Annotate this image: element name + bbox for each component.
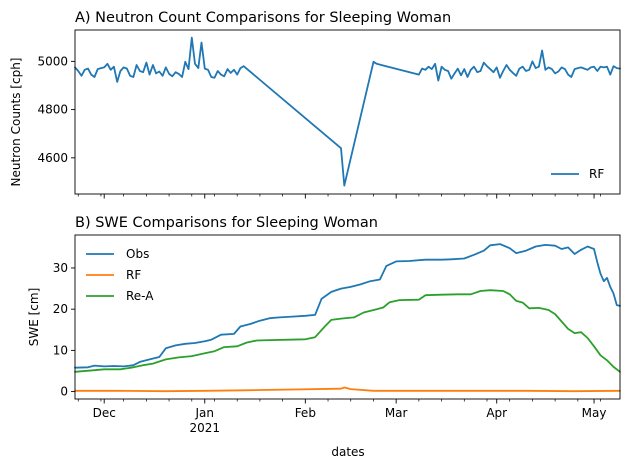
panel-b-series-line-rf xyxy=(74,386,621,393)
panel-b-series-line-re-a xyxy=(74,289,621,373)
panel-a-y-tick-label: 4600 xyxy=(37,151,68,165)
panel-a-y-tick-label: 4800 xyxy=(37,103,68,117)
legend-label-rf-b: RF xyxy=(126,268,141,282)
panel-b-xlabel: dates xyxy=(331,445,364,459)
panel-a-frame xyxy=(74,29,621,195)
panel-b-x-tick-label: Jan xyxy=(195,406,215,420)
panel-b-title: B) SWE Comparisons for Sleeping Woman xyxy=(75,215,378,231)
panel-a-x-ticks xyxy=(77,194,601,199)
legend-label-rf-a: RF xyxy=(589,167,604,181)
panel-a-y-tick-label: 5000 xyxy=(37,54,68,68)
legend-label-obs: Obs xyxy=(126,247,149,261)
panel-b-x-tick-label: Feb xyxy=(295,406,316,420)
panel-b-x-tick-label: Mar xyxy=(385,406,408,420)
panel-b: B) SWE Comparisons for Sleeping Woman SW… xyxy=(27,215,621,459)
panel-b-series-line-obs xyxy=(74,243,621,369)
panel-a-series xyxy=(74,36,621,187)
panel-b-x-tick-label: Dec xyxy=(93,406,116,420)
panel-a-series-line-rf xyxy=(74,36,621,187)
panel-a-legend: RF xyxy=(551,167,604,181)
legend-label-rea: Re-A xyxy=(126,289,154,303)
panel-b-legend: Obs RF Re-A xyxy=(86,247,154,303)
panel-b-y-tick-label: 10 xyxy=(53,343,68,357)
panel-a: A) Neutron Count Comparisons for Sleepin… xyxy=(9,10,621,199)
panel-b-series xyxy=(74,243,621,393)
panel-a-ylabel: Neutron Counts [cph] xyxy=(9,58,23,187)
panel-b-x-tick-label: May xyxy=(582,406,607,420)
panel-b-frame xyxy=(74,234,621,400)
panel-b-y-tick-label: 20 xyxy=(53,302,68,316)
panel-b-y-tick-label: 30 xyxy=(53,261,68,275)
panel-b-x-tick-sublabel: 2021 xyxy=(189,421,220,435)
panel-b-y-tick-label: 0 xyxy=(60,385,68,399)
panel-b-y-ticks: 0 10 20 30 xyxy=(53,261,75,399)
panel-b-ylabel: SWE [cm] xyxy=(27,288,41,347)
panel-b-x-tick-label: Apr xyxy=(486,406,507,420)
panel-a-title: A) Neutron Count Comparisons for Sleepin… xyxy=(75,10,451,26)
panel-a-y-ticks: 4600 4800 5000 xyxy=(37,54,75,165)
